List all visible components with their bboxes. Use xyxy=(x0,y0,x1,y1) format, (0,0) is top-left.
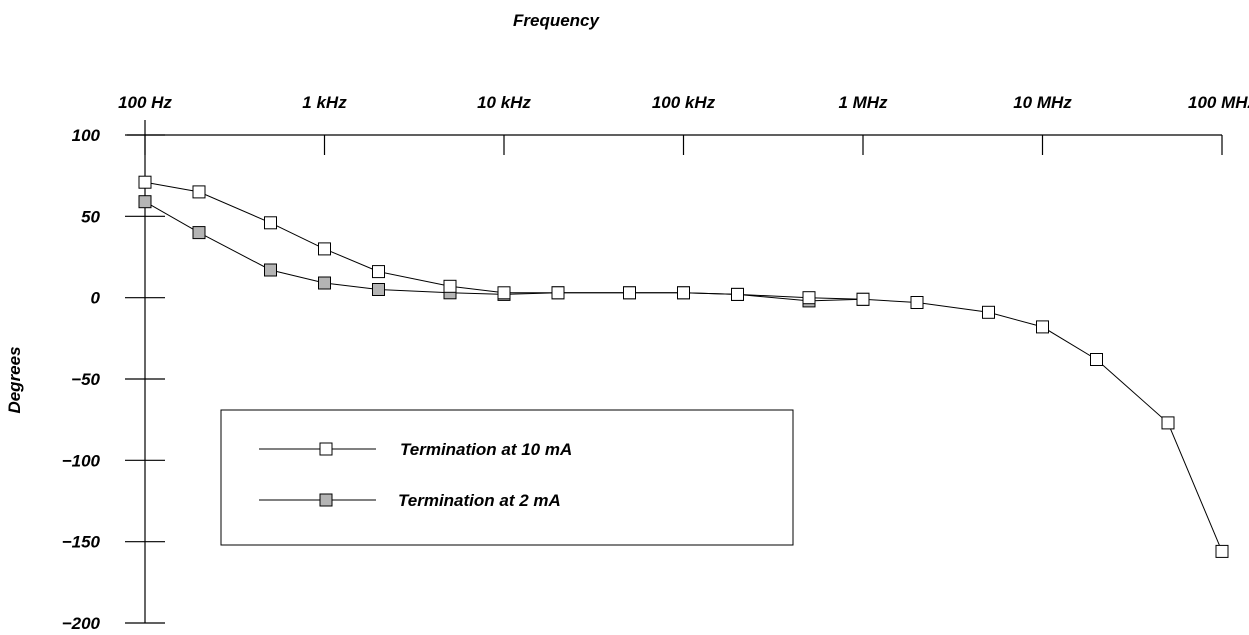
legend: Termination at 10 mA Termination at 2 mA xyxy=(220,409,794,546)
data-point-series-0 xyxy=(677,286,690,300)
y-tick-label: −50 xyxy=(71,370,100,389)
data-point-series-1 xyxy=(192,226,206,240)
x-tick-label: 100 kHz xyxy=(652,93,716,112)
data-point-series-0 xyxy=(731,287,744,301)
x-ticks: 100 Hz 1 kHz 10 kHz 100 kHz 1 MHz 10 MHz 100 M… xyxy=(118,93,1249,155)
data-point-series-0 xyxy=(982,305,995,319)
data-point-series-0 xyxy=(1036,320,1049,334)
y-tick-label: −200 xyxy=(62,614,101,633)
series-layer xyxy=(138,175,1229,558)
x-axis-title: Frequency xyxy=(513,11,601,30)
y-ticks: 100 50 0 −50 −100 −150 −200 xyxy=(62,126,165,633)
x-tick-label: 100 Hz xyxy=(118,93,172,112)
data-point-series-0 xyxy=(856,292,870,306)
data-point-series-0 xyxy=(264,216,277,230)
data-point-series-0 xyxy=(551,286,565,300)
data-point-series-0 xyxy=(372,265,385,279)
x-tick-label: 10 kHz xyxy=(477,93,531,112)
data-point-series-0 xyxy=(623,286,636,300)
data-point-series-1 xyxy=(264,263,277,277)
data-point-series-0 xyxy=(1090,353,1103,366)
data-point-series-1 xyxy=(318,276,331,290)
data-point-series-0 xyxy=(138,175,152,189)
x-tick-label: 1 MHz xyxy=(838,93,888,112)
legend-label-2ma: Termination at 2 mA xyxy=(398,491,561,510)
y-axis-title: Degrees xyxy=(5,346,24,413)
data-point-series-0 xyxy=(802,291,816,305)
legend-label-10ma: Termination at 10 mA xyxy=(400,440,572,459)
y-tick-label: 100 xyxy=(72,126,101,145)
data-point-series-0 xyxy=(192,185,206,199)
data-point-series-1 xyxy=(138,195,152,209)
data-point-series-0 xyxy=(497,286,511,300)
data-point-series-0 xyxy=(443,279,457,293)
x-tick-label: 100 MHz xyxy=(1188,93,1249,112)
data-point-series-0 xyxy=(318,242,331,256)
legend-marker-10ma xyxy=(319,442,333,456)
data-point-series-0 xyxy=(1161,416,1175,430)
data-point-series-0 xyxy=(910,296,924,309)
data-point-series-1 xyxy=(372,283,385,296)
legend-box xyxy=(220,409,794,546)
legend-marker-2ma xyxy=(319,493,333,507)
y-tick-label: −150 xyxy=(62,533,101,552)
y-tick-label: 0 xyxy=(91,289,101,308)
data-point-series-0 xyxy=(1215,544,1229,558)
series-line-1 xyxy=(144,201,864,302)
x-tick-label: 10 MHz xyxy=(1013,93,1072,112)
y-tick-label: 50 xyxy=(81,207,100,226)
y-tick-label: −100 xyxy=(62,451,101,470)
x-tick-label: 1 kHz xyxy=(302,93,347,112)
